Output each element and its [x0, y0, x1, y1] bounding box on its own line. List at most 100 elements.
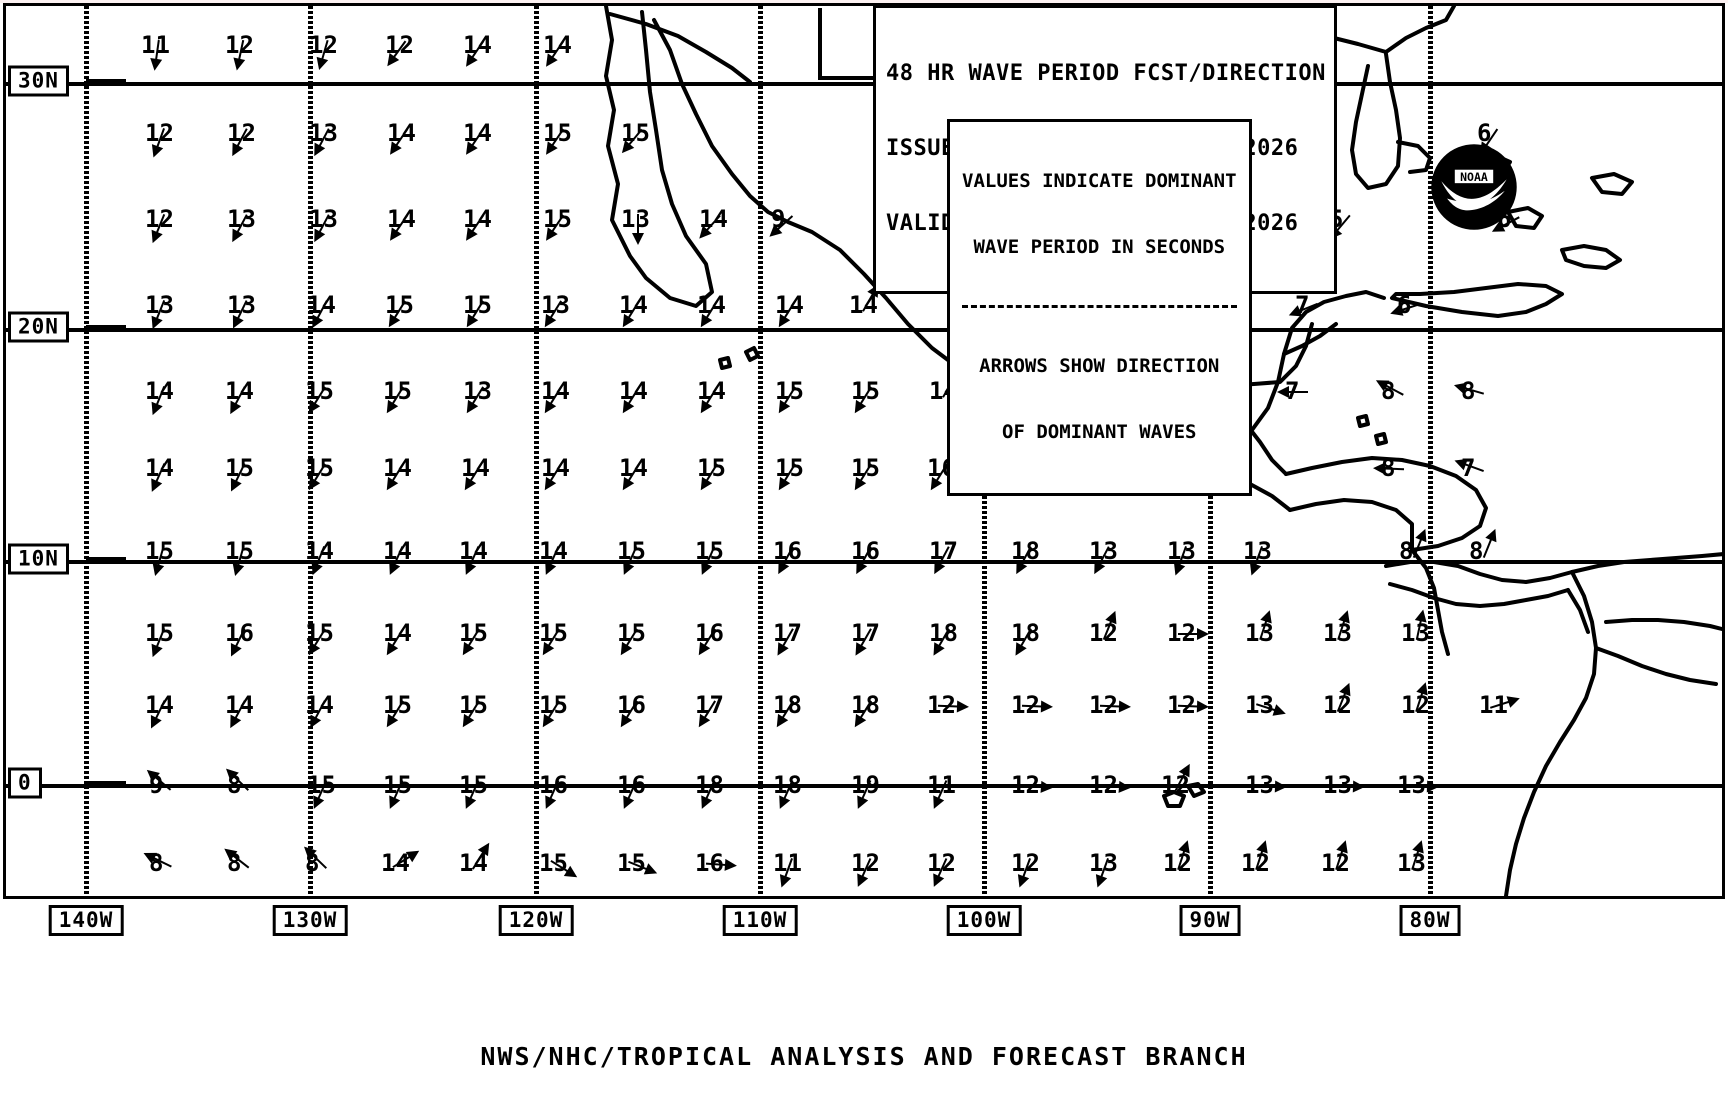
- wave-direction-arrow: [1454, 458, 1484, 472]
- wave-period-value: 14: [225, 691, 254, 719]
- wave-direction-arrow: [700, 300, 719, 328]
- wave-direction-arrow: [314, 214, 330, 243]
- wave-period-value: 15: [383, 691, 412, 719]
- wave-direction-arrow: [230, 463, 246, 492]
- wave-period-value: 14: [381, 849, 410, 877]
- wave-direction-arrow: [546, 214, 565, 241]
- map-panel: 1112121214141212131414151566612131314141…: [3, 3, 1725, 899]
- wave-direction-arrow: [779, 858, 793, 888]
- wave-direction-arrow: [623, 780, 638, 809]
- wave-direction-arrow: [1337, 610, 1350, 641]
- wave-direction-arrow: [462, 700, 481, 728]
- wave-period-value: 15: [539, 691, 568, 719]
- wave-period-value: 17: [695, 691, 724, 719]
- header-leader-vertical: [818, 8, 822, 78]
- wave-direction-arrow: [705, 858, 737, 871]
- wave-direction-arrow: [150, 700, 166, 729]
- wave-direction-arrow: [1255, 840, 1268, 871]
- wave-period-value: 12: [1321, 849, 1350, 877]
- latitude-line-10N: [6, 560, 1722, 564]
- wave-direction-arrow: [308, 463, 327, 491]
- wave-period-value: 12: [1163, 849, 1192, 877]
- wave-direction-arrow: [934, 546, 950, 575]
- wave-direction-arrow: [232, 545, 245, 577]
- wave-period-value: 14: [307, 291, 336, 319]
- wave-direction-arrow: [620, 628, 639, 656]
- wave-direction-arrow: [1373, 462, 1405, 475]
- wave-period-value: 14: [461, 454, 490, 482]
- wave-direction-arrow: [308, 628, 327, 656]
- wave-direction-arrow: [1099, 700, 1131, 713]
- wave-direction-arrow: [1411, 840, 1424, 871]
- wave-direction-arrow: [1173, 546, 1187, 576]
- wave-direction-arrow: [232, 214, 248, 243]
- wave-period-value: 13: [1089, 537, 1118, 565]
- wave-direction-arrow: [1021, 780, 1053, 793]
- wave-direction-arrow: [937, 700, 969, 713]
- wave-period-value: 12: [227, 119, 256, 147]
- wave-direction-arrow: [1414, 609, 1427, 641]
- wave-direction-arrow: [313, 780, 328, 809]
- wave-direction-arrow: [151, 628, 166, 658]
- wave-direction-arrow: [1333, 780, 1365, 793]
- wave-period-value: 17: [773, 619, 802, 647]
- legend-box: VALUES INDICATE DOMINANT WAVE PERIOD IN …: [947, 119, 1252, 496]
- wave-direction-arrow: [854, 463, 873, 491]
- wave-period-value: 12: [225, 31, 254, 59]
- wave-period-value: 18: [773, 691, 802, 719]
- wave-period-value: 17: [929, 537, 958, 565]
- wave-period-value: 14: [383, 454, 412, 482]
- wave-direction-arrow: [546, 40, 565, 67]
- wave-direction-arrow: [392, 850, 420, 869]
- wave-direction-arrow: [778, 300, 797, 328]
- wave-direction-arrow: [466, 128, 485, 155]
- wave-direction-arrow: [698, 628, 717, 656]
- wave-direction-arrow: [390, 214, 409, 241]
- wave-direction-arrow: [389, 780, 404, 809]
- wave-direction-arrow: [150, 39, 163, 71]
- wave-direction-arrow: [466, 300, 485, 328]
- wave-direction-arrow: [1390, 303, 1421, 316]
- wave-direction-arrow: [542, 628, 561, 656]
- latitude-line-30N: [6, 82, 1722, 86]
- wave-direction-arrow: [933, 780, 948, 809]
- wave-direction-arrow: [622, 386, 641, 414]
- wave-direction-arrow: [1177, 700, 1209, 713]
- wave-direction-arrow: [464, 463, 483, 491]
- wave-period-value: 11: [1479, 691, 1508, 719]
- wave-direction-arrow: [232, 128, 248, 157]
- chart-caption: NWS/NHC/TROPICAL ANALYSIS AND FORECAST B…: [480, 1042, 1248, 1071]
- wave-direction-arrow: [387, 40, 407, 67]
- legend-divider: [962, 305, 1237, 308]
- wave-direction-arrow: [152, 545, 165, 577]
- wave-period-value: 14: [541, 454, 570, 482]
- wave-direction-arrow: [316, 39, 329, 71]
- header-title: 48 HR WAVE PERIOD FCST/DIRECTION: [886, 61, 1326, 86]
- wave-period-value: 12: [1323, 691, 1352, 719]
- wave-direction-arrow: [1094, 546, 1110, 575]
- wave-direction-arrow: [1412, 528, 1427, 558]
- legend-arrows-line1: ARROWS SHOW DIRECTION: [979, 355, 1220, 377]
- wave-direction-arrow: [386, 700, 405, 728]
- wave-direction-arrow: [1255, 703, 1286, 716]
- wave-direction-arrow: [151, 128, 165, 158]
- wave-period-value: 13: [227, 205, 256, 233]
- noaa-logo-text: NOAA: [1460, 170, 1488, 184]
- longitude-line-120W: [534, 6, 539, 896]
- wave-direction-arrow: [226, 768, 250, 791]
- wave-direction-arrow: [1407, 780, 1439, 793]
- wave-direction-arrow: [1277, 386, 1308, 398]
- wave-direction-arrow: [550, 859, 578, 878]
- wave-direction-arrow: [778, 386, 797, 414]
- wave-period-value: 15: [459, 691, 488, 719]
- latitude-label-20N: 20N: [8, 311, 69, 343]
- longitude-label-130W: 130W: [272, 905, 348, 936]
- wave-period-value: 15: [543, 205, 572, 233]
- wave-direction-arrow: [778, 463, 797, 491]
- wave-direction-arrow: [304, 846, 328, 869]
- wave-direction-arrow: [698, 700, 717, 728]
- latitude-label-10N: 10N: [8, 543, 69, 575]
- wave-direction-arrow: [232, 300, 248, 329]
- wave-period-value: 15: [539, 619, 568, 647]
- wave-direction-arrow: [388, 300, 407, 328]
